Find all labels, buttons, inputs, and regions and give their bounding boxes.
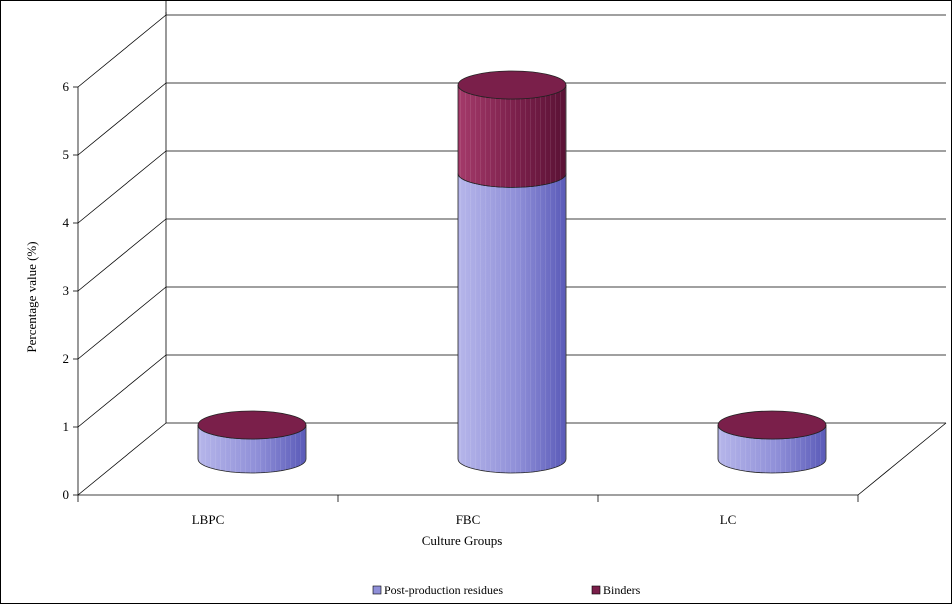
gridline-side	[77, 14, 167, 88]
y-tick-label: 4	[63, 215, 70, 230]
bar-top-cap	[717, 410, 827, 440]
x-tick-label: LC	[720, 512, 737, 527]
legend-label-binders: Binders	[603, 583, 641, 597]
bar-group-lc	[717, 410, 827, 474]
ticks-layer: 0 1 2 3 4 5 6 LBPC FBC LC	[63, 79, 859, 527]
legend-swatch-post-production	[372, 585, 382, 595]
bars-layer	[197, 70, 827, 474]
x-tick-label: FBC	[456, 512, 481, 527]
legend-swatch-binders	[591, 585, 601, 595]
gridline-side	[77, 150, 167, 224]
legend: Post-production residues Binders	[372, 583, 641, 597]
y-tick-label: 1	[63, 419, 70, 434]
bar-top-cap	[197, 410, 307, 440]
y-tick-label: 0	[63, 487, 70, 502]
bar-segment-texture	[458, 173, 566, 473]
bar-group-lbpc	[197, 410, 307, 474]
gridline-side	[77, 286, 167, 360]
floor-left-edge	[77, 422, 167, 496]
gridline-side	[77, 82, 167, 156]
gridline-side	[77, 354, 167, 428]
x-tick-label: LBPC	[192, 512, 225, 527]
y-tick-label: 6	[63, 79, 70, 94]
x-axis-title: Culture Groups	[422, 533, 503, 548]
bar-group-fbc	[457, 70, 567, 474]
legend-label-post-production: Post-production residues	[384, 583, 503, 597]
bar-segment-texture	[458, 85, 566, 188]
y-tick-label: 5	[63, 147, 70, 162]
y-tick-label: 3	[63, 283, 70, 298]
y-axis-title: Percentage value (%)	[24, 241, 39, 352]
bar-top-cap	[457, 70, 567, 100]
bar-segment-texture	[718, 425, 826, 473]
floor-right-edge	[857, 422, 947, 496]
gridline-side	[77, 218, 167, 292]
bar-segment-texture	[198, 425, 306, 473]
y-tick-label: 2	[63, 351, 70, 366]
